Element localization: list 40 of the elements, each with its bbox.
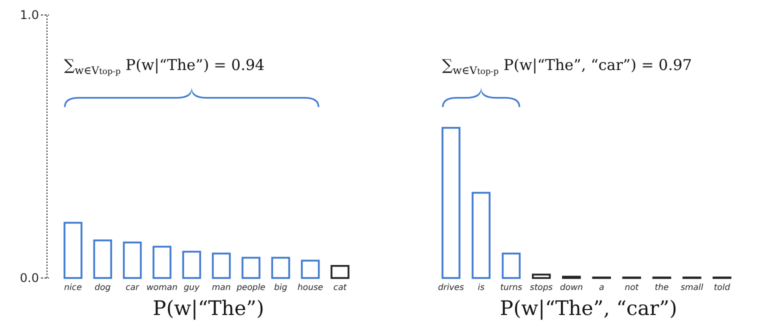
x-tick-label: turns <box>500 283 523 293</box>
x-tick-label: small <box>680 283 704 293</box>
x-tick-label: is <box>478 283 486 293</box>
x-tick-label: guy <box>184 283 201 293</box>
x-tick-label: drives <box>438 283 465 293</box>
bar <box>182 250 202 279</box>
bar <box>502 252 521 279</box>
x-tick-label: dog <box>94 283 112 293</box>
bar <box>152 246 172 279</box>
x-tick-label: car <box>126 283 140 293</box>
bar <box>242 256 260 279</box>
x-axis-title: P(w|“The”) <box>152 296 264 320</box>
x-tick-label: a <box>598 283 604 293</box>
bar <box>472 192 491 279</box>
y-tick-label: 1.0 <box>20 8 39 22</box>
x-axis-title: P(w|“The”, “car”) <box>500 296 678 320</box>
x-tick-label: nice <box>64 283 82 293</box>
x-tick-label: woman <box>146 283 178 293</box>
bar <box>300 260 320 279</box>
annotation: ∑$_{w∈V}$$_{top-p}$ P(w|“The”, “car”) = 0.97 <box>442 56 692 77</box>
x-tick-label: cat <box>333 283 348 293</box>
bar <box>93 239 112 279</box>
bar <box>64 222 82 279</box>
x-tick-label: told <box>714 283 731 293</box>
x-tick-label: down <box>560 283 583 293</box>
bar <box>271 256 290 279</box>
bar <box>442 126 460 279</box>
y-tick-label: 0.0 <box>20 271 39 286</box>
x-tick-label: house <box>298 283 324 293</box>
x-tick-label: the <box>654 283 669 293</box>
x-tick-label: man <box>212 283 231 293</box>
bar <box>330 265 350 279</box>
bar <box>212 252 231 279</box>
x-tick-label: people <box>236 283 266 293</box>
annotation: ∑$_{w∈V}$$_{top-p}$ P(w|“The”) = 0.94 <box>64 56 265 77</box>
x-tick-label: stops <box>530 283 554 293</box>
bar <box>532 274 551 279</box>
x-tick-label: not <box>624 283 640 293</box>
bar <box>122 242 142 279</box>
x-tick-label: big <box>274 283 288 293</box>
